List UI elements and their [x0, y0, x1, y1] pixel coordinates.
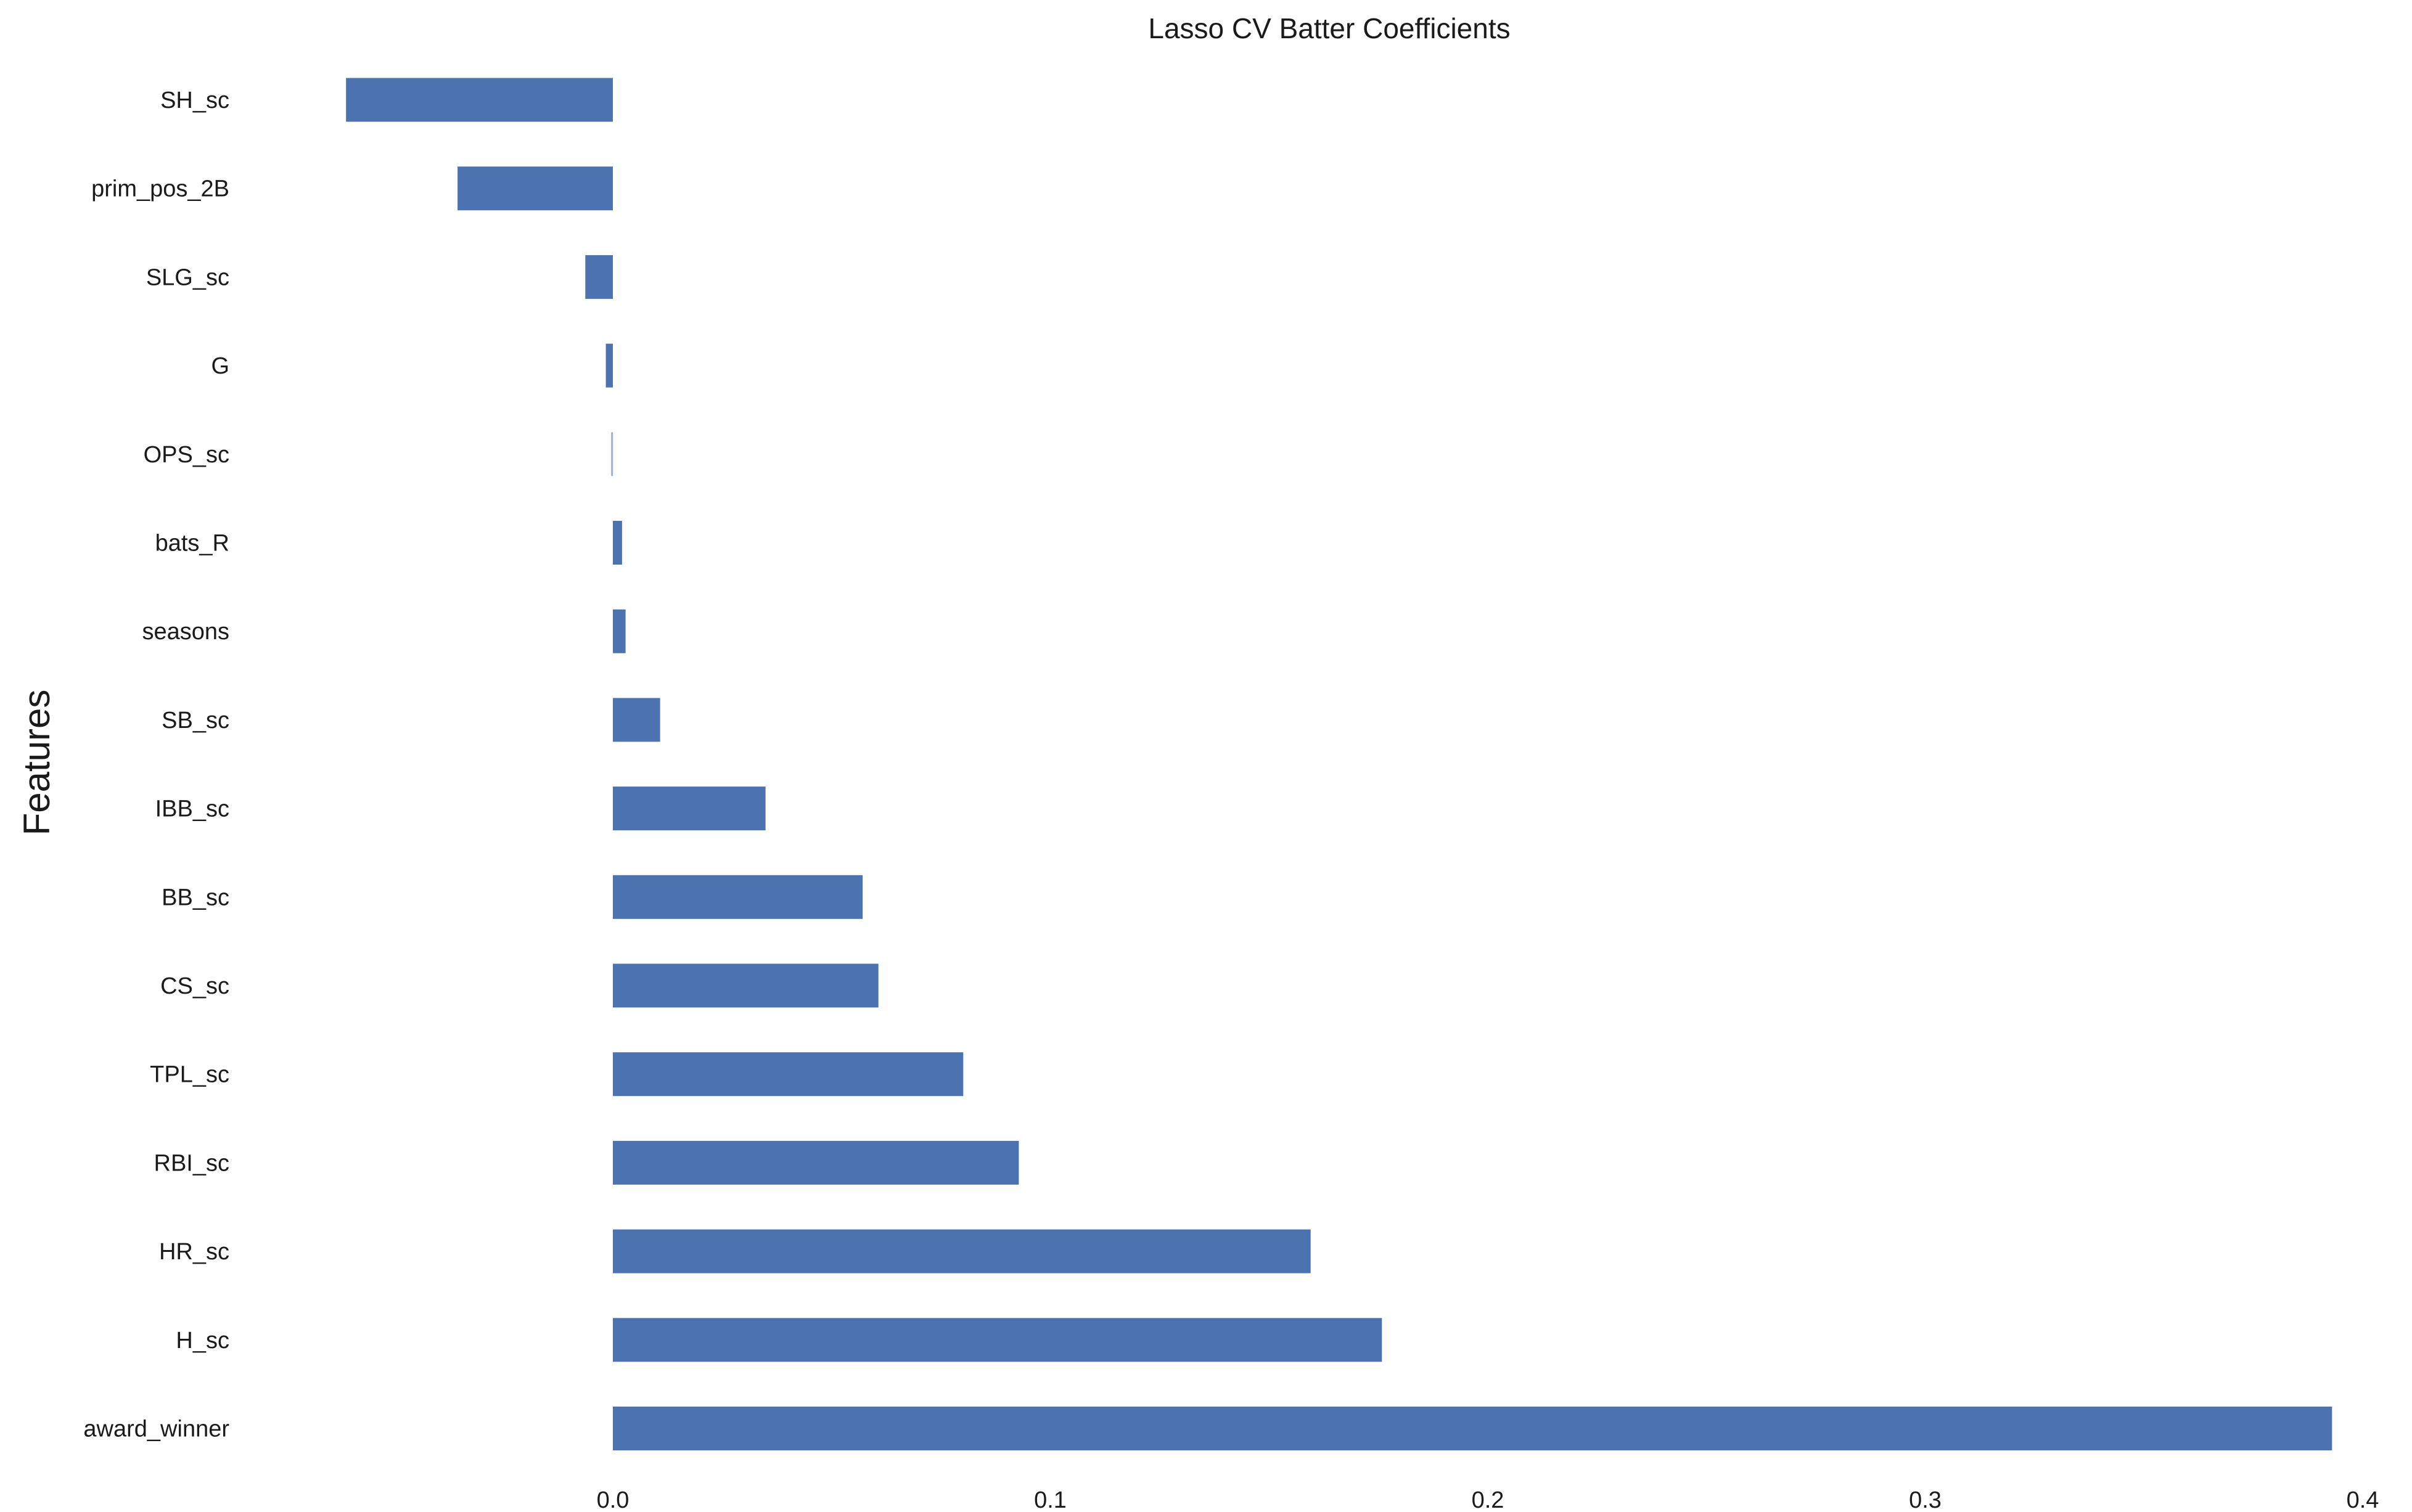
y-axis-label: Features	[16, 690, 57, 836]
bar-seasons	[613, 609, 626, 653]
bar-SB_sc	[613, 698, 660, 742]
bar-BB_sc	[613, 875, 863, 919]
y-tick-label: SLG_sc	[146, 264, 229, 290]
x-tick-label: 0.2	[1472, 1487, 1504, 1512]
y-tick-label: RBI_sc	[154, 1150, 229, 1176]
x-tick-label: 0.4	[2347, 1487, 2379, 1512]
y-tick-label: prim_pos_2B	[91, 176, 229, 202]
y-tick-label: SB_sc	[162, 708, 229, 734]
x-tick-label: 0.3	[1909, 1487, 1942, 1512]
y-tick-label: G	[211, 353, 229, 379]
x-tick-label: 0.0	[597, 1487, 630, 1512]
y-tick-labels: SH_sc prim_pos_2B SLG_sc G OPS_sc bats_Rseaso…	[83, 88, 229, 1442]
y-tick-label: TPL_sc	[150, 1062, 229, 1088]
bar-HR_sc	[613, 1229, 1311, 1273]
y-tick-label: H_sc	[176, 1328, 229, 1354]
bar-bats_R	[613, 521, 622, 565]
bar-SH_sc	[346, 78, 613, 122]
y-tick-label: HR_sc	[159, 1239, 229, 1265]
bar-RBI_sc	[613, 1140, 1019, 1185]
y-tick-label: IBB_sc	[155, 796, 229, 822]
bar-G	[605, 343, 613, 388]
bar-prim_pos_2B	[457, 166, 613, 211]
bars	[346, 78, 2332, 1450]
bar-OPS_sc	[611, 432, 613, 476]
x-tick-label: 0.1	[1034, 1487, 1067, 1512]
y-tick-label: award_winner	[83, 1416, 229, 1442]
bar-IBB_sc	[613, 787, 766, 831]
bar-award_winner	[613, 1407, 2332, 1450]
y-tick-label: CS_sc	[160, 973, 229, 999]
y-tick-label: SH_sc	[160, 88, 229, 113]
chart-title: Lasso CV Batter Coefficients	[1148, 12, 1510, 44]
y-tick-label: BB_sc	[162, 885, 229, 910]
y-tick-label: bats_R	[155, 531, 229, 557]
bar-TPL_sc	[613, 1052, 964, 1097]
bar-H_sc	[613, 1318, 1382, 1362]
bar-SLG_sc	[585, 255, 613, 299]
y-tick-label: OPS_sc	[144, 442, 229, 468]
x-tick-labels: 0.0 0.1 0.2 0.3 0.4	[597, 1487, 2379, 1512]
bar-CS_sc	[613, 963, 879, 1008]
y-tick-label: seasons	[142, 619, 229, 645]
